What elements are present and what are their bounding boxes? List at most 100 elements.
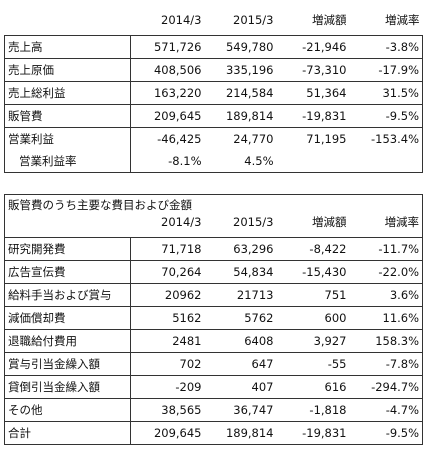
value-cell: 3.6% <box>349 283 424 307</box>
value-cell: -1,818 <box>276 398 350 422</box>
value-cell: 4.5% <box>204 150 277 173</box>
value-cell: -19,831 <box>276 421 350 445</box>
row-label: 給料手当および賞与 <box>4 283 131 307</box>
value-cell: 751 <box>276 283 350 307</box>
table-row: 売上高 571,726 549,780 -21,946 -3.8% <box>4 35 423 59</box>
value-cell: -9.5% <box>349 104 423 128</box>
header-cell: 増減額 <box>312 215 347 229</box>
value-cell: 163,220 <box>130 81 205 105</box>
row-label: 貸倒引当金繰入額 <box>4 375 131 399</box>
value-cell <box>349 150 423 173</box>
value-cell: -15,430 <box>276 260 350 284</box>
header-cell: 増減率 <box>349 214 424 238</box>
value-cell: 3,927 <box>276 329 350 353</box>
row-label: 退職給付費用 <box>4 329 131 353</box>
value-cell: 71,718 <box>130 237 205 261</box>
value-cell: -11.7% <box>349 237 424 261</box>
value-cell: -73,310 <box>276 58 350 82</box>
table-row: 減価償却費 5162 5762 600 11.6% <box>4 306 424 330</box>
value-cell: 214,584 <box>204 81 277 105</box>
income-statement-table: 2014/3 2015/3 増減額 増減率 売上高 571,726 549,78… <box>4 12 423 173</box>
value-cell: 20962 <box>130 283 205 307</box>
value-cell: -209 <box>130 375 205 399</box>
value-cell: 209,645 <box>130 104 205 128</box>
value-cell: -22.0% <box>349 260 424 284</box>
row-label: その他 <box>4 398 131 422</box>
header-cell <box>4 214 131 238</box>
value-cell: 11.6% <box>349 306 424 330</box>
value-cell: -153.4% <box>349 127 423 150</box>
value-cell: -294.7% <box>349 375 424 399</box>
value-cell: 70,264 <box>130 260 205 284</box>
value-cell: 38,565 <box>130 398 205 422</box>
header-cell: 2015/3 <box>233 215 274 229</box>
row-label: 売上高 <box>4 35 131 59</box>
table-row: 貸倒引当金繰入額 -209 407 616 -294.7% <box>4 375 424 399</box>
row-label: 減価償却費 <box>4 306 131 330</box>
sga-breakdown-grid: 販管費のうち主要な費目および金額 2014/3 2015/3 増減額 増減率 研… <box>3 194 424 445</box>
row-label: 合計 <box>4 421 131 445</box>
value-cell: 31.5% <box>349 81 423 105</box>
table-row: 賞与引当金繰入額 702 647 -55 -7.8% <box>4 352 424 376</box>
value-cell: -46,425 <box>157 132 202 146</box>
row-label: 広告宣伝費 <box>4 260 131 284</box>
row-label: 販管費 <box>4 104 131 128</box>
value-cell: 189,814 <box>204 104 277 128</box>
table-row: 営業利益 -46,425 24,770 71,195 -153.4% <box>4 127 423 150</box>
value-cell: 24,770 <box>233 132 274 146</box>
table-row: 売上原価 408,506 335,196 -73,310 -17.9% <box>4 58 423 82</box>
row-label: 売上原価 <box>4 58 131 82</box>
value-cell: -7.8% <box>349 352 424 376</box>
value-cell: 209,645 <box>130 421 205 445</box>
table-row: 給料手当および賞与 20962 21713 751 3.6% <box>4 283 424 307</box>
value-cell: -4.7% <box>349 398 424 422</box>
value-cell: 5162 <box>130 306 205 330</box>
header-cell: 増減額 <box>312 13 347 27</box>
header-cell: 2014/3 <box>161 13 202 27</box>
value-cell: 51,364 <box>276 81 350 105</box>
value-cell: -9.5% <box>349 421 424 445</box>
header-row: 2014/3 2015/3 増減額 増減率 <box>5 12 423 36</box>
header-row: 2014/3 2015/3 増減額 増減率 <box>4 214 424 238</box>
value-cell: -19,831 <box>276 104 350 128</box>
value-cell: 407 <box>204 375 277 399</box>
income-statement-grid: 2014/3 2015/3 増減額 増減率 売上高 571,726 549,78… <box>4 12 423 173</box>
value-cell: 571,726 <box>130 35 205 59</box>
table-row: 売上総利益 163,220 214,584 51,364 31.5% <box>4 81 423 105</box>
value-cell: 616 <box>276 375 350 399</box>
value-cell: 647 <box>204 352 277 376</box>
value-cell: 600 <box>276 306 350 330</box>
row-label: 売上総利益 <box>4 81 131 105</box>
value-cell: 21713 <box>204 283 277 307</box>
header-cell: 2014/3 <box>161 215 202 229</box>
value-cell <box>276 150 350 173</box>
value-cell: 54,834 <box>204 260 277 284</box>
table-row: 販管費 209,645 189,814 -19,831 -9.5% <box>4 104 423 128</box>
table-row: 広告宣伝費 70,264 54,834 -15,430 -22.0% <box>4 260 424 284</box>
title-row: 販管費のうち主要な費目および金額 <box>3 194 424 214</box>
header-cell <box>5 12 131 36</box>
table-row: 営業利益率 -8.1% 4.5% <box>4 150 423 173</box>
value-cell: 702 <box>130 352 205 376</box>
value-cell: 36,747 <box>204 398 277 422</box>
value-cell: 63,296 <box>204 237 277 261</box>
value-cell: -55 <box>276 352 350 376</box>
value-cell: 6408 <box>204 329 277 353</box>
sga-breakdown-table: 販管費のうち主要な費目および金額 2014/3 2015/3 増減額 増減率 研… <box>3 194 424 445</box>
value-cell: 189,814 <box>204 421 277 445</box>
value-cell: -3.8% <box>349 35 423 59</box>
header-cell: 2015/3 <box>233 13 274 27</box>
value-cell: -8,422 <box>276 237 350 261</box>
value-cell: -17.9% <box>349 58 423 82</box>
value-cell: -21,946 <box>276 35 350 59</box>
value-cell: 71,195 <box>306 132 347 146</box>
row-label: 研究開発費 <box>4 237 131 261</box>
value-cell: 2481 <box>130 329 205 353</box>
value-cell: 5762 <box>204 306 277 330</box>
value-cell: 408,506 <box>130 58 205 82</box>
value-cell: 335,196 <box>204 58 277 82</box>
table-row: 合計 209,645 189,814 -19,831 -9.5% <box>4 421 424 445</box>
table-row: その他 38,565 36,747 -1,818 -4.7% <box>4 398 424 422</box>
table-row: 退職給付費用 2481 6408 3,927 158.3% <box>4 329 424 353</box>
row-label: 営業利益率 <box>4 150 131 173</box>
